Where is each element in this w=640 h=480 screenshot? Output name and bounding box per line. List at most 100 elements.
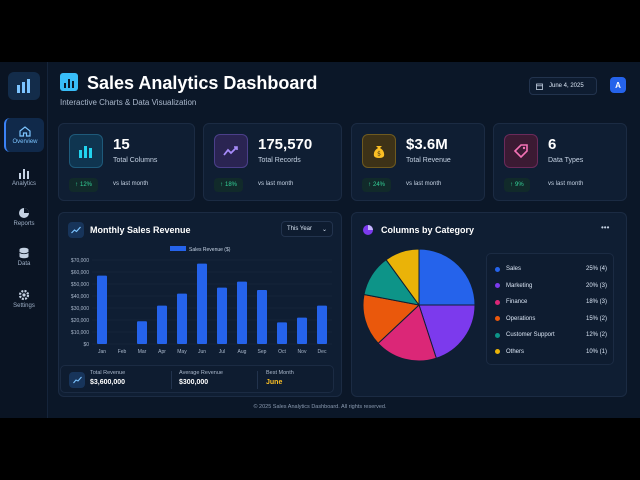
legend-label: Sales Revenue ($) [189,247,231,253]
category-legend: Sales 25% (4) Marketing 20% (3) Finance 18% (… [486,253,614,365]
revenue-panel-title: Monthly Sales Revenue [90,225,191,235]
legend-item[interactable]: Sales 25% (4) [495,263,607,275]
stat-card-records: 175,570 Total Records ↑ 18% vs last month [203,123,342,201]
sidebar-item-settings[interactable]: Settings [4,282,44,316]
pie-slice [418,304,476,359]
sidebar-item-label: Data [17,261,31,267]
summary-average-revenue: Average Revenue $300,000 [179,370,223,386]
bar [157,305,167,344]
pie-chart-icon [19,208,29,218]
stat-change-badge: ↑ 9% [504,178,530,192]
legend-percent: 18% (3) [585,299,607,305]
stat-card-revenue: $ $3.6M Total Revenue ↑ 24% vs last month [351,123,485,201]
money-bag-icon: $ [362,134,396,168]
avatar[interactable]: A [610,77,626,93]
legend-percent: 10% (1) [585,348,607,355]
legend-item[interactable]: Marketing 20% (3) [495,280,607,292]
sidebar-item-analytics[interactable]: Analytics [4,160,44,194]
legend-name: Marketing [506,282,533,289]
x-tick-label: May [177,349,187,355]
legend-name: Finance [506,299,528,305]
period-select-value: This Year [287,226,313,232]
x-tick-label: Dec [318,349,327,355]
bar [297,317,307,344]
sidebar-item-data[interactable]: Data [4,240,44,274]
bar [177,293,187,344]
summary-best-month: Best Month June [266,370,294,386]
chart-line-icon [68,222,84,238]
legend-percent: 15% (2) [585,315,607,322]
legend-name: Sales [506,266,522,272]
arrow-up-icon: ↑ [510,182,513,188]
app-logo[interactable] [8,72,40,100]
legend-dot [495,349,500,354]
home-icon [19,125,31,137]
stat-value: 6 [548,136,557,153]
page-title: Sales Analytics Dashboard [87,73,318,93]
x-tick-label: Feb [118,349,127,355]
calendar-icon [536,83,543,90]
legend-name: Operations [506,315,536,322]
trend-icon [214,134,248,168]
y-tick-label: $40,000 [71,294,89,300]
stat-comparison: vs last month [113,181,149,187]
bar [257,290,267,344]
arrow-up-icon: ↑ [368,182,371,188]
stat-comparison: vs last month [406,181,442,187]
stat-value: $3.6M [406,136,448,153]
y-tick-label: $50,000 [71,282,89,288]
chevron-down-icon: ⌄ [321,226,327,233]
period-select[interactable]: This Year ⌄ [281,221,333,237]
database-icon [19,247,29,259]
x-tick-label: Aug [238,349,247,355]
bar [277,322,287,344]
y-tick-label: $70,000 [71,258,89,264]
legend-item[interactable]: Operations 15% (2) [495,313,607,325]
bar [197,263,207,344]
x-tick-label: Nov [298,349,307,355]
stat-value: 175,570 [258,136,313,153]
legend-item[interactable]: Others 10% (1) [495,346,607,358]
bar [97,275,107,344]
pie-slice [385,248,420,307]
bar [137,321,147,344]
category-panel-title: Columns by Category [381,225,475,235]
svg-text:$: $ [377,151,381,158]
x-tick-label: Jul [219,349,225,355]
divider [257,371,258,389]
legend-item[interactable]: Customer Support 12% (2) [495,329,607,341]
pie-slice [418,248,476,306]
legend-dot [495,316,500,321]
x-tick-label: Jun [198,349,206,355]
sidebar-item-overview[interactable]: Overview [4,118,44,152]
y-tick-label: $0 [83,342,89,348]
divider [171,371,172,389]
x-tick-label: Oct [278,349,286,355]
stat-comparison: vs last month [258,181,294,187]
bar [217,287,227,344]
summary-total-revenue: Total Revenue $3,600,000 [90,370,126,386]
sidebar: Overview Analytics Reports Data [0,62,48,418]
bar-chart-icon [19,168,29,179]
arrow-up-icon: ↑ [220,182,223,188]
legend-dot [495,266,500,272]
legend-percent: 12% (2) [585,332,607,338]
sidebar-item-reports[interactable]: Reports [4,200,44,234]
stat-card-types: 6 Data Types ↑ 9% vs last month [493,123,627,201]
page-subtitle: Interactive Charts & Data Visualization [60,98,197,107]
date-picker[interactable]: June 4, 2025 [529,77,597,95]
legend-name: Others [506,348,525,355]
footer-copyright: © 2025 Sales Analytics Dashboard. All ri… [253,404,387,410]
x-tick-label: Jan [98,349,106,355]
legend-item[interactable]: Finance 18% (3) [495,296,607,308]
legend-dot [495,299,500,305]
sidebar-item-label: Settings [13,303,35,309]
y-tick-label: $60,000 [71,270,89,276]
revenue-bar-chart: Sales Revenue ($) $70,000 $60,000 $50,000 $4… [71,246,332,355]
gear-icon [18,289,30,301]
stat-comparison: vs last month [548,181,584,187]
legend-dot [495,283,500,288]
summary-chart-icon [69,372,85,388]
y-tick-label: $10,000 [71,330,89,336]
more-options-icon[interactable]: ••• [601,223,610,232]
